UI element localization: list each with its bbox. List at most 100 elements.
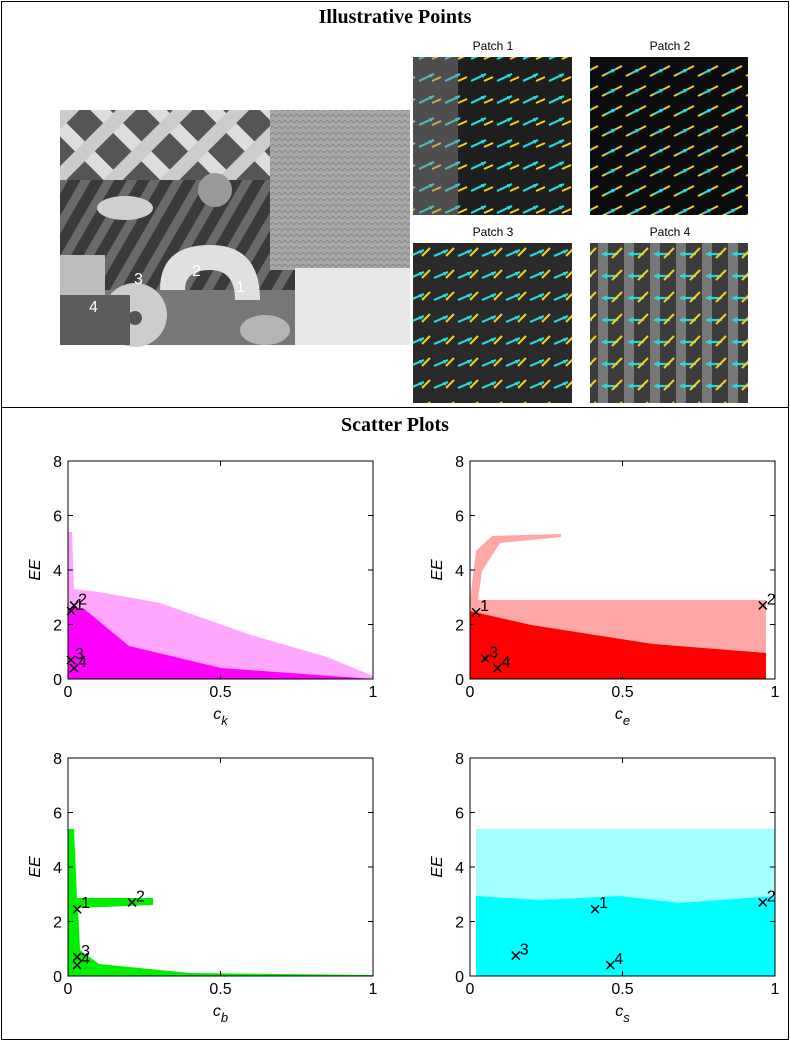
point-marker <box>127 897 137 907</box>
point-marker <box>480 654 490 664</box>
patch-title: Patch 1 <box>472 39 514 53</box>
photo-point-label: 1 <box>236 279 245 296</box>
x-axis-label-subscript: b <box>221 1010 228 1025</box>
x-axis-label-symbol: c <box>213 1003 221 1020</box>
y-tick-label: 4 <box>53 563 62 580</box>
labeled-point: 1 <box>471 598 489 617</box>
point-cloud <box>470 611 766 679</box>
x-tick-label: 1 <box>771 684 780 701</box>
point-label: 3 <box>81 943 90 960</box>
point-label: 2 <box>767 591 776 608</box>
y-tick-label: 8 <box>455 751 464 768</box>
point-marker <box>72 960 82 970</box>
point-marker <box>72 904 82 914</box>
point-cloud <box>470 534 561 600</box>
point-marker <box>605 960 615 970</box>
photo-point-label: 2 <box>192 263 201 280</box>
labeled-point: 4 <box>72 951 90 970</box>
point-label: 4 <box>501 654 510 671</box>
y-tick-label: 4 <box>53 860 62 877</box>
section-title: Scatter Plots <box>341 414 449 436</box>
x-axis-label-symbol: c <box>615 706 623 723</box>
labeled-point: 2 <box>758 591 776 610</box>
point-cloud <box>68 532 373 679</box>
point-cloud <box>68 608 373 679</box>
point-label: 4 <box>78 654 87 671</box>
x-tick-label: 1 <box>369 981 378 998</box>
photo-point-label: 4 <box>89 299 98 316</box>
labeled-point: 4 <box>69 654 87 673</box>
x-axis-label-subscript: k <box>221 713 229 728</box>
photo <box>60 110 410 347</box>
x-axis-label-symbol: c <box>213 706 221 723</box>
labeled-point: 4 <box>605 951 623 970</box>
x-tick-label: 0 <box>466 684 475 701</box>
point-marker <box>66 655 76 665</box>
x-tick-label: 0 <box>64 684 73 701</box>
point-label: 1 <box>81 895 90 912</box>
y-tick-label: 6 <box>53 509 62 526</box>
point-marker <box>758 600 768 610</box>
axes-box <box>67 757 374 977</box>
patch-title: Patch 4 <box>649 225 691 239</box>
x-tick-label: 0.5 <box>209 684 231 701</box>
x-axis-label: ce <box>615 706 630 728</box>
y-tick-label: 8 <box>455 454 464 471</box>
y-tick-label: 0 <box>455 969 464 986</box>
divider <box>1 407 789 408</box>
y-tick-label: 8 <box>53 454 62 471</box>
point-marker <box>471 607 481 617</box>
point-label: 4 <box>614 951 623 968</box>
point-marker <box>72 952 82 962</box>
labeled-point: 3 <box>66 646 84 665</box>
point-label: 2 <box>78 591 87 608</box>
labeled-point: 1 <box>66 597 84 616</box>
patch-title: Patch 3 <box>472 225 514 239</box>
y-tick-label: 4 <box>455 860 464 877</box>
point-marker <box>69 663 79 673</box>
point-marker <box>492 663 502 673</box>
labeled-point: 3 <box>72 943 90 962</box>
labeled-point: 2 <box>758 888 776 907</box>
x-axis-label-symbol: c <box>615 1003 623 1020</box>
x-tick-label: 0 <box>466 981 475 998</box>
y-axis-label: EE <box>429 856 446 878</box>
labeled-point: 2 <box>69 591 87 610</box>
photo-markers: 1 2 3 4 <box>89 263 245 316</box>
patch-image <box>413 57 572 215</box>
patch-image <box>413 243 572 403</box>
labeled-point: 4 <box>492 654 510 673</box>
point-marker <box>758 897 768 907</box>
point-label: 1 <box>75 597 84 614</box>
x-axis-label-subscript: s <box>623 1010 630 1025</box>
scatter-chart: 0 2 4 6 8 0 0.5 1 EE cs 1 2 3 4 <box>429 751 780 1025</box>
y-tick-label: 0 <box>53 969 62 986</box>
patch-image <box>590 57 748 215</box>
point-label: 3 <box>75 646 84 663</box>
point-marker <box>511 951 521 961</box>
y-tick-label: 2 <box>53 618 62 635</box>
point-label: 4 <box>81 951 90 968</box>
y-axis-label: EE <box>429 559 446 581</box>
labeled-point: 1 <box>590 895 608 914</box>
x-tick-label: 0.5 <box>611 684 633 701</box>
point-marker <box>69 600 79 610</box>
labeled-point: 1 <box>72 895 90 914</box>
y-tick-label: 6 <box>455 806 464 823</box>
point-label: 1 <box>480 598 489 615</box>
x-axis-label: cb <box>213 1003 228 1025</box>
point-label: 2 <box>136 888 145 905</box>
photo-point-label: 3 <box>134 271 143 288</box>
x-tick-label: 0 <box>64 981 73 998</box>
y-tick-label: 4 <box>455 563 464 580</box>
x-axis-label-subscript: e <box>623 713 630 728</box>
x-tick-label: 0.5 <box>209 981 231 998</box>
x-axis-label: ck <box>213 706 229 728</box>
y-axis-label: EE <box>27 856 44 878</box>
patch-title: Patch 2 <box>649 39 691 53</box>
point-cloud <box>476 896 775 976</box>
point-marker <box>590 904 600 914</box>
patch-shade <box>413 57 458 215</box>
